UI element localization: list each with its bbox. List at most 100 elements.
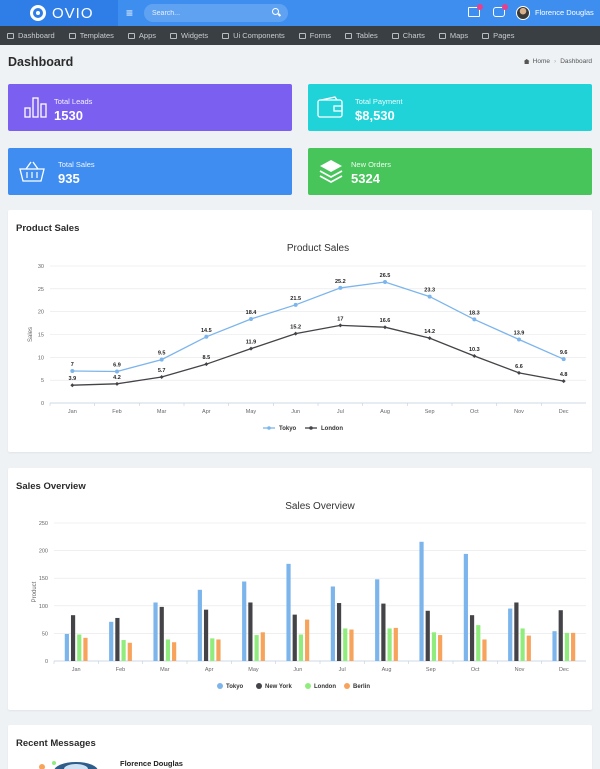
nav-item-forms[interactable]: Forms — [298, 31, 332, 40]
dashboard-icon — [7, 32, 14, 39]
bar-tokyo — [419, 541, 424, 661]
nav-item-label: Dashboard — [18, 31, 55, 40]
stat-card-total-payment[interactable]: Total Payment $8,530 — [308, 84, 592, 131]
nav-item-label: Forms — [309, 31, 332, 40]
stat-card-total-leads[interactable]: Total Leads 1530 — [8, 84, 292, 131]
menu-toggle-button[interactable]: ≡ — [126, 6, 134, 20]
data-point — [249, 316, 253, 321]
avatar[interactable] — [516, 6, 530, 20]
bar-london — [121, 640, 126, 661]
stat-card-new-orders[interactable]: New Orders 5324 — [308, 148, 592, 195]
bar-berlin — [127, 642, 132, 661]
y-tick-label: 25 — [38, 287, 44, 293]
x-tick-label: Jan — [72, 667, 81, 673]
y-tick-label: 5 — [41, 378, 44, 384]
stat-label: New Orders — [351, 160, 392, 169]
y-axis-label: Product — [32, 581, 38, 602]
data-label: 4.8 — [560, 372, 568, 378]
data-label: 4.2 — [113, 375, 121, 381]
bar-london — [564, 632, 570, 661]
breadcrumb-home[interactable]: Home — [532, 58, 551, 65]
nav-item-templates[interactable]: Templates — [68, 31, 114, 40]
data-point — [383, 325, 387, 330]
x-tick-label: Dec — [559, 409, 569, 415]
widgets-icon — [170, 32, 177, 39]
chat-icon[interactable] — [493, 4, 508, 17]
bar-new-york — [336, 603, 342, 661]
bar-london — [77, 634, 82, 661]
bar-tokyo — [463, 553, 468, 661]
bar-berlin — [349, 629, 354, 661]
x-tick-label: Dec — [559, 667, 569, 673]
x-tick-label: Apr — [202, 409, 211, 415]
legend-label: London — [321, 426, 343, 432]
pages-icon — [482, 32, 490, 39]
x-tick-label: Oct — [470, 409, 479, 415]
nav-item-charts[interactable]: Charts — [391, 31, 425, 40]
data-point — [293, 331, 298, 336]
x-tick-label: Apr — [205, 667, 214, 673]
data-label: 3.9 — [69, 376, 77, 382]
x-tick-label: May — [246, 409, 257, 415]
search-input[interactable] — [152, 9, 262, 17]
y-tick-label: 50 — [42, 631, 48, 637]
panel-title: Product Sales — [16, 223, 80, 234]
x-tick-label: Sep — [426, 667, 436, 673]
data-point — [70, 383, 75, 388]
stat-value: $8,530 — [355, 108, 395, 123]
nav-item-pages[interactable]: Pages — [482, 31, 514, 40]
nav-item-tables[interactable]: Tables — [345, 31, 378, 40]
data-point — [561, 379, 566, 384]
data-label: 10.3 — [469, 347, 480, 353]
bar-tokyo — [508, 608, 513, 661]
nav-item-dashboard[interactable]: Dashboard — [7, 31, 55, 40]
y-tick-label: 100 — [39, 604, 48, 610]
data-point — [204, 362, 209, 367]
mail-icon[interactable] — [468, 4, 483, 17]
apps-icon — [127, 32, 135, 39]
legend-marker — [305, 683, 311, 689]
nav-item-ui-components[interactable]: Ui Components — [222, 31, 285, 40]
components-icon — [222, 32, 230, 39]
bar-new-york — [115, 617, 120, 661]
notification-badge — [502, 4, 508, 10]
bar-berlin — [526, 635, 531, 661]
data-label: 26.5 — [380, 273, 391, 279]
nav-item-widgets[interactable]: Widgets — [170, 31, 208, 40]
data-label: 13.9 — [514, 331, 525, 337]
data-label: 5.7 — [158, 368, 166, 374]
bar-london — [165, 639, 171, 661]
y-tick-label: 150 — [39, 576, 48, 582]
sales-overview-panel: Sales Overview Sales Overview 0 50 100 150 20… — [8, 468, 592, 710]
nav-item-maps[interactable]: Maps — [438, 31, 468, 40]
stat-card-total-sales[interactable]: Total Sales 935 — [8, 148, 292, 195]
user-name[interactable]: Florence Douglas — [535, 8, 594, 17]
data-label: 9.5 — [158, 351, 166, 357]
notification-badge — [477, 4, 483, 10]
brand[interactable]: OVIO — [0, 0, 118, 26]
nav-item-label: Templates — [79, 31, 114, 40]
data-point — [472, 353, 477, 358]
data-point — [115, 369, 119, 374]
x-tick-label: Jul — [339, 667, 346, 673]
page-title: Dashboard — [8, 55, 74, 69]
search-icon[interactable] — [272, 8, 279, 15]
bar-tokyo — [552, 631, 557, 661]
nav-item-label: Pages — [493, 31, 515, 40]
data-label: 18.4 — [246, 310, 258, 316]
y-axis-label: Sales — [28, 327, 34, 342]
bar-new-york — [381, 603, 386, 661]
data-label: 14.2 — [424, 329, 435, 335]
chart-title: Product Sales — [287, 243, 349, 254]
x-tick-label: Nov — [515, 667, 525, 673]
layers-icon — [319, 160, 343, 184]
nav-item-apps[interactable]: Apps — [127, 31, 156, 40]
x-tick-label: Jun — [291, 409, 300, 415]
bar-berlin — [482, 639, 487, 661]
bar-tokyo — [153, 602, 158, 661]
legend-marker — [217, 683, 223, 689]
bar-london — [476, 625, 481, 661]
message-sender-name[interactable]: Florence Douglas — [120, 759, 183, 768]
data-point — [204, 334, 209, 339]
bar-berlin — [83, 637, 88, 661]
